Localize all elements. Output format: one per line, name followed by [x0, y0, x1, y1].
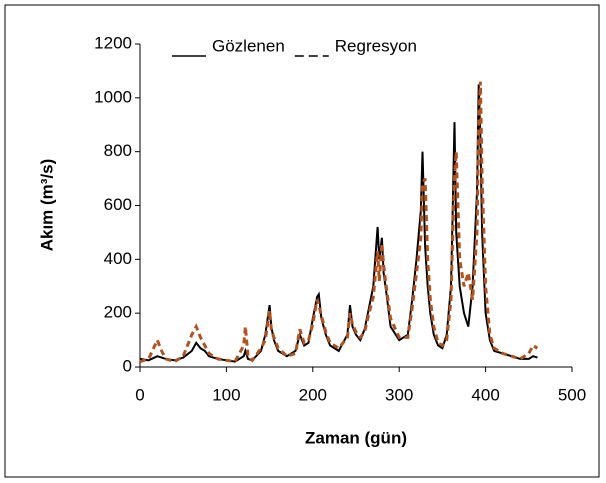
y-tick-label: 400 — [104, 249, 132, 268]
legend-label: Regresyon — [335, 36, 417, 55]
x-tick-label: 400 — [471, 385, 499, 404]
x-tick-label: 300 — [385, 385, 413, 404]
x-axis-title: Zaman (gün) — [305, 428, 407, 447]
x-tick-label: 200 — [299, 385, 327, 404]
x-tick-label: 0 — [135, 385, 144, 404]
y-axis-title: Akım (m³/s) — [37, 159, 56, 252]
y-tick-label: 1200 — [94, 33, 132, 52]
chart-border — [4, 4, 600, 478]
legend-label: Gözlenen — [212, 36, 285, 55]
y-tick-label: 800 — [104, 141, 132, 160]
x-tick-label: 500 — [558, 385, 586, 404]
y-tick-label: 600 — [104, 195, 132, 214]
y-tick-label: 0 — [123, 356, 132, 375]
y-tick-label: 1000 — [94, 87, 132, 106]
y-tick-label: 200 — [104, 303, 132, 322]
x-tick-label: 100 — [212, 385, 240, 404]
